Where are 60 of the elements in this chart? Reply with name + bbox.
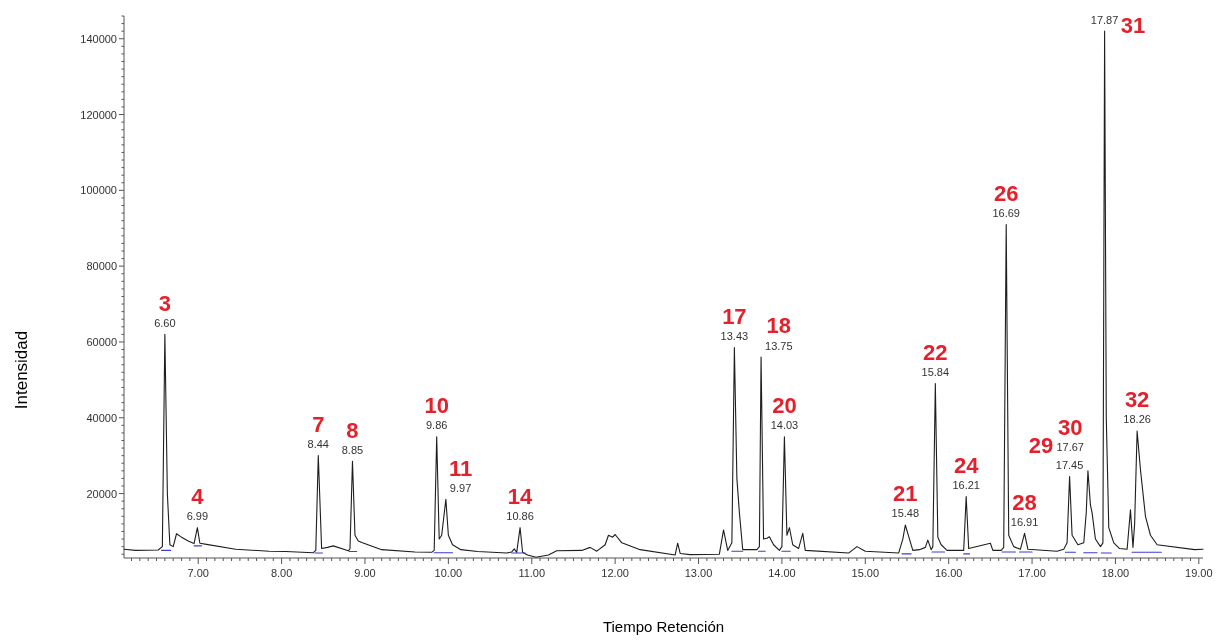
annotation: 32: [1124, 387, 1150, 413]
annotation: 16.91: [1010, 515, 1039, 528]
x-tick-label: 12.00: [601, 567, 629, 579]
annotation: 4: [191, 483, 205, 509]
x-tick-label: 10.00: [434, 567, 463, 579]
annotation: 16.69: [992, 206, 1020, 219]
x-tick-label: 7.00: [187, 567, 209, 579]
x-tick-label: 8.00: [270, 567, 293, 579]
y-axis-title: Intensidad: [12, 330, 31, 410]
annotation: 3: [158, 290, 171, 316]
x-tick-label: 18.00: [1101, 567, 1130, 579]
y-tick-label: 140000: [80, 32, 117, 45]
annotation: 29: [1028, 432, 1054, 458]
annotation: 16.21: [952, 479, 980, 492]
annotation: 17: [722, 303, 747, 329]
annotation: 14.03: [770, 419, 799, 432]
x-tick-label: 14.00: [768, 567, 796, 579]
annotation: 6.60: [154, 316, 176, 329]
annotation: 13.43: [720, 330, 749, 343]
annotation: 17.67: [1056, 441, 1084, 454]
x-tick-label: 11.00: [518, 567, 546, 579]
y-tick-label: 80000: [86, 260, 117, 273]
annotation: 15.48: [891, 507, 920, 520]
y-tick-label: 60000: [86, 335, 117, 348]
annotation: 22: [923, 339, 948, 365]
annotation: 30: [1057, 415, 1083, 441]
x-tick-label: 13.00: [684, 567, 713, 579]
annotation: 28: [1012, 489, 1037, 515]
annotation: 31: [1120, 12, 1146, 38]
x-tick-label: 17.00: [1018, 567, 1046, 579]
annotation: 17.87: [1090, 13, 1119, 26]
annotation: 8: [346, 417, 359, 443]
annotation: 10.86: [506, 510, 534, 523]
annotation: 15.84: [921, 366, 950, 379]
annotation: 8.44: [307, 438, 329, 451]
annotation: 6.99: [186, 510, 209, 523]
annotation: 7: [312, 411, 325, 437]
y-tick-label: 100000: [80, 184, 117, 197]
annotation: 9.97: [449, 481, 472, 494]
annotation: 20: [772, 393, 797, 418]
x-tick-label: 19.00: [1185, 567, 1213, 579]
annotation: 18.26: [1123, 413, 1151, 426]
annotation: 18: [766, 313, 792, 339]
x-tick-label: 15.00: [851, 567, 880, 579]
x-tick-label: 16.00: [934, 567, 963, 579]
annotation: 17.45: [1055, 458, 1084, 471]
annotation: 14: [507, 483, 534, 509]
annotation: 26: [993, 180, 1019, 206]
x-axis-title: Tiempo Retención: [602, 618, 725, 635]
x-tick-label: 9.00: [354, 567, 376, 579]
annotation: 24: [953, 452, 980, 478]
y-tick-label: 120000: [80, 108, 117, 121]
annotation: 9.86: [425, 419, 448, 432]
y-tick-label: 40000: [86, 411, 117, 424]
y-tick-label: 20000: [86, 487, 117, 500]
annotation: 8.85: [341, 443, 364, 456]
annotation: 11: [448, 455, 473, 481]
annotation: 13.75: [765, 339, 793, 352]
annotation: 10: [424, 393, 449, 418]
annotation: 21: [893, 481, 918, 507]
